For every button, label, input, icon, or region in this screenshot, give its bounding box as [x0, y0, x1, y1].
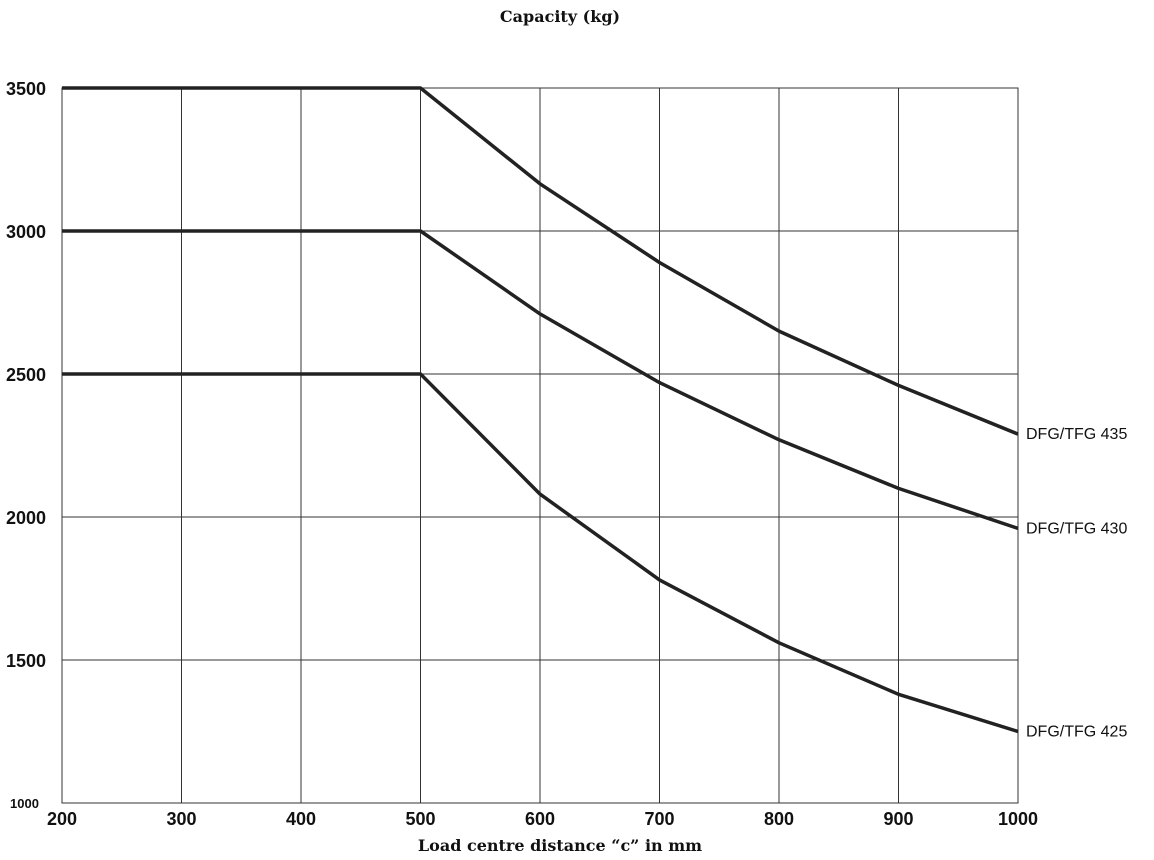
x-axis-label: Load centre distance “c” in mm — [418, 836, 702, 855]
y-tick-label: 1000 — [10, 796, 39, 811]
series-label: DFG/TFG 430 — [1026, 520, 1127, 537]
y-tick-label: 2000 — [6, 508, 46, 528]
x-tick-label: 500 — [405, 809, 435, 829]
x-tick-label: 800 — [764, 809, 794, 829]
y-axis-ticks: 1000 1500 2000 2500 3000 3500 — [6, 79, 46, 811]
chart-title: Capacity (kg) — [500, 7, 620, 26]
series-lines — [62, 86, 1019, 734]
x-tick-label: 900 — [883, 809, 913, 829]
series-label: DFG/TFG 435 — [1026, 426, 1127, 443]
x-tick-label: 300 — [166, 809, 196, 829]
series-line — [62, 86, 1019, 436]
x-tick-label: 200 — [47, 809, 77, 829]
y-tick-label: 3500 — [6, 79, 46, 99]
x-axis-ticks: 200 300 400 500 600 700 800 900 1000 — [47, 809, 1038, 829]
x-tick-label: 600 — [525, 809, 555, 829]
y-tick-label: 2500 — [6, 365, 46, 385]
y-tick-label: 3000 — [6, 222, 46, 242]
series-line — [62, 229, 1019, 531]
series-labels: DFG/TFG 435 DFG/TFG 430 DFG/TFG 425 — [1026, 426, 1127, 740]
series-label: DFG/TFG 425 — [1026, 724, 1127, 741]
x-tick-label: 400 — [286, 809, 316, 829]
grid — [61, 87, 1019, 804]
y-tick-label: 1500 — [6, 651, 46, 671]
x-tick-label: 700 — [644, 809, 674, 829]
x-tick-label: 1000 — [998, 809, 1038, 829]
series-line — [62, 372, 1019, 734]
